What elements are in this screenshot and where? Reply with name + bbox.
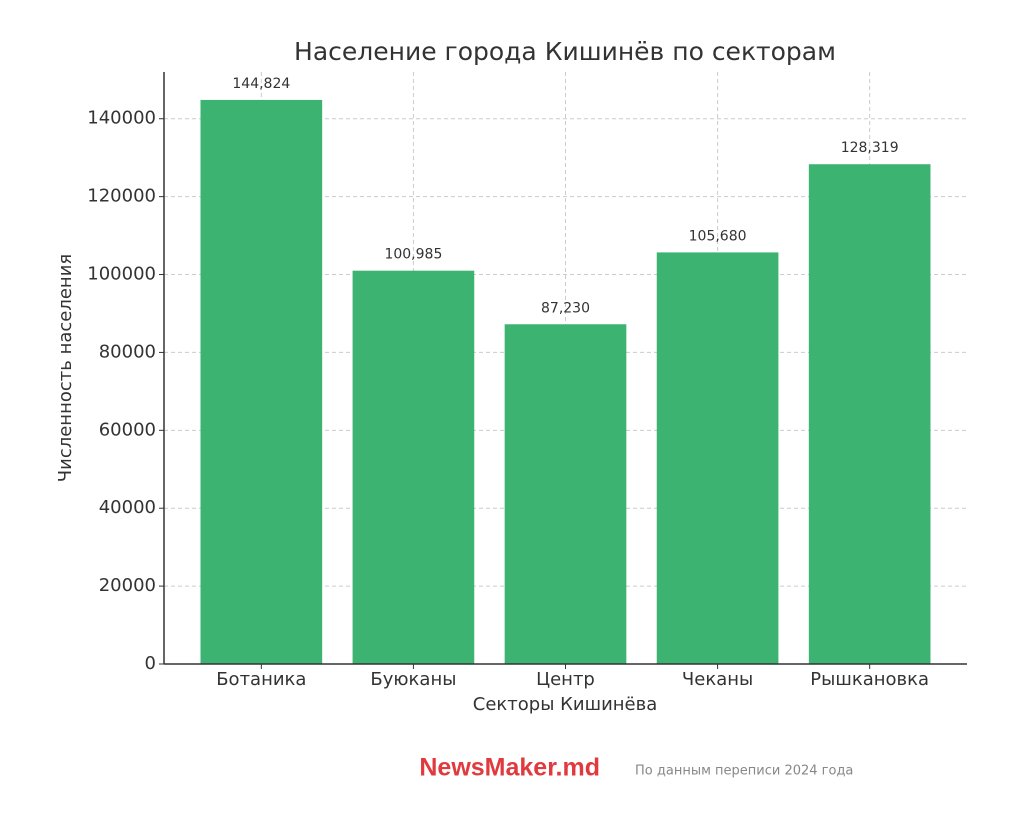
x-tick-label: Рышкановка (810, 669, 929, 690)
value-label: 105,680 (689, 228, 747, 244)
y-tick-label: 140000 (87, 108, 156, 129)
y-tick-label: 0 (145, 653, 156, 674)
y-tick-label: 60000 (99, 419, 156, 440)
value-label: 128,319 (841, 140, 899, 156)
x-tick-label: Буюканы (370, 669, 456, 690)
bar (352, 270, 475, 664)
brand-logo: NewsMaker.md (419, 754, 600, 782)
y-tick-label: 80000 (99, 341, 156, 362)
x-axis-label: Секторы Кишинёва (473, 694, 658, 715)
bar (808, 164, 931, 664)
bar (200, 99, 323, 665)
y-axis-label: Численность населения (55, 254, 76, 482)
x-tick-label: Ботаника (216, 669, 306, 690)
y-tick-label: 40000 (99, 497, 156, 518)
value-label: 87,230 (541, 300, 590, 316)
x-tick-label: Центр (536, 669, 595, 690)
source-note: По данным переписи 2024 года (635, 764, 853, 779)
x-tick-label: Чеканы (682, 669, 753, 690)
bar (504, 324, 627, 664)
y-tick-label: 100000 (87, 264, 156, 285)
value-label: 144,824 (232, 76, 290, 92)
chart-title: Население города Кишинёв по секторам (294, 37, 836, 66)
y-tick-label: 120000 (87, 186, 156, 207)
value-label: 100,985 (384, 247, 442, 263)
y-tick-label: 20000 (99, 575, 156, 596)
bar (656, 252, 779, 664)
